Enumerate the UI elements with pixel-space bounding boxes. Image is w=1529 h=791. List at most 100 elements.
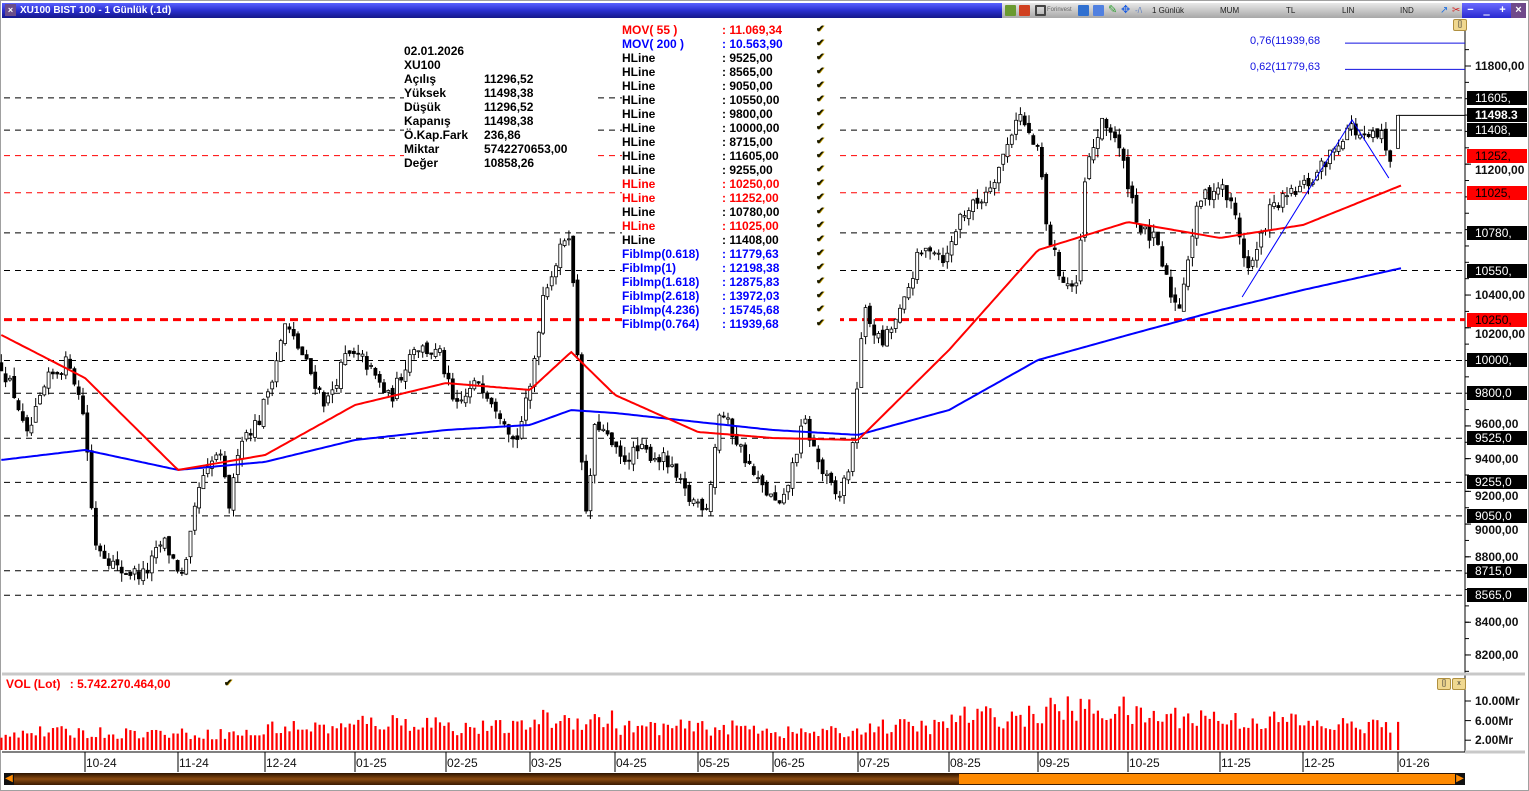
volume-bar — [628, 720, 631, 750]
indicator-visible-check-icon[interactable]: ✔ — [816, 122, 825, 133]
maximize-panel-button[interactable]: [] — [1453, 19, 1467, 31]
volume-bar — [357, 719, 360, 750]
window-icon[interactable] — [1035, 5, 1046, 16]
indicator-visible-check-icon[interactable]: ✔ — [816, 52, 825, 63]
indicator-row[interactable]: HLine: 10250,00 ✔ — [622, 177, 840, 191]
x-tick-label: 05-25 — [699, 756, 730, 770]
period-selector[interactable]: 1 Günlük — [1152, 6, 1185, 15]
volume-bar — [787, 726, 790, 750]
indicator-row[interactable]: HLine: 10780,00 ✔ — [622, 205, 840, 219]
indicator-visible-check-icon[interactable]: ✔ — [816, 262, 825, 273]
indicator-row[interactable]: MOV( 200 ): 10.563,90 ✔ — [622, 37, 840, 51]
volume-maximize-button[interactable]: [] — [1437, 678, 1451, 690]
volume-bar — [653, 722, 657, 750]
candle-down — [1177, 304, 1182, 309]
indicator-row[interactable]: HLine: 8565,00 ✔ — [622, 65, 840, 79]
currency-selector[interactable]: TL — [1286, 6, 1296, 15]
indicator-row[interactable]: FibImp(2.618): 13972,03 ✔ — [622, 289, 840, 303]
tools-icon[interactable]: ✂ — [1452, 5, 1461, 16]
grid-icon[interactable] — [1078, 5, 1089, 16]
compare-icon[interactable] — [1093, 5, 1104, 16]
brand-label: Forinvest — [1047, 7, 1072, 13]
move-icon[interactable]: ✥ — [1121, 4, 1131, 16]
indicator-row[interactable]: HLine: 9800,00 ✔ — [622, 107, 840, 121]
volume-bar — [1109, 718, 1112, 750]
indicator-visible-check-icon[interactable]: ✔ — [816, 318, 825, 329]
volume-close-button[interactable]: x — [1452, 678, 1466, 690]
indicator-visible-check-icon[interactable]: ✔ — [816, 108, 825, 119]
indicator-visible-check-icon[interactable]: ✔ — [816, 164, 825, 175]
volume-bar — [1015, 715, 1018, 750]
volume-bar — [1101, 718, 1104, 750]
volume-visible-check-icon[interactable]: ✔ — [224, 678, 233, 689]
indicator-visible-check-icon[interactable]: ✔ — [816, 94, 825, 105]
candle-down — [687, 484, 692, 502]
indicator-row[interactable]: HLine: 11605,00 ✔ — [622, 149, 840, 163]
restore-button[interactable]: ‗ — [1483, 4, 1490, 16]
indicator-row[interactable]: HLine: 11025,00 ✔ — [622, 219, 840, 233]
candle-down — [1035, 145, 1040, 147]
indicator-visible-check-icon[interactable]: ✔ — [816, 192, 825, 203]
indicator-row[interactable]: HLine: 9525,00 ✔ — [622, 51, 840, 65]
indicator-row[interactable]: FibImp(1): 12198,38 ✔ — [622, 261, 840, 275]
time-scrollbar[interactable]: ◀ ▶ — [4, 773, 1465, 785]
indicator-visible-check-icon[interactable]: ✔ — [816, 234, 825, 245]
close-chart-button[interactable]: × — [5, 4, 16, 16]
indicator-visible-check-icon[interactable]: ✔ — [816, 136, 825, 147]
close-window-button[interactable]: × — [1511, 3, 1526, 18]
volume-bar — [1135, 706, 1138, 750]
chart-type-selector[interactable]: MUM — [1220, 6, 1240, 15]
line-tool-icon[interactable]: -/\ — [1135, 6, 1143, 15]
pencil-icon[interactable]: ✎ — [1108, 4, 1118, 16]
candle-up — [713, 446, 717, 488]
candle-up — [536, 331, 541, 358]
scale-selector[interactable]: LIN — [1342, 6, 1355, 15]
indicator-row[interactable]: HLine: 9050,00 ✔ — [622, 79, 840, 93]
candle-up — [782, 493, 786, 504]
candle-up — [343, 353, 348, 366]
volume-bar — [1114, 713, 1117, 750]
indicator-visible-check-icon[interactable]: ✔ — [816, 220, 825, 231]
portfolio-icon[interactable] — [1019, 5, 1030, 16]
arrow-icon[interactable]: ↗ — [1440, 5, 1449, 16]
indicator-visible-check-icon[interactable]: ✔ — [816, 66, 825, 77]
scroll-left-icon[interactable]: ◀ — [4, 773, 14, 785]
candle-up — [1018, 114, 1023, 122]
indicator-visible-check-icon[interactable]: ✔ — [816, 150, 825, 161]
volume-bar — [39, 726, 42, 750]
indicator-row[interactable]: FibImp(4.236): 15745,68 ✔ — [622, 303, 840, 317]
volume-bar — [967, 722, 970, 750]
indicator-visible-check-icon[interactable]: ✔ — [816, 206, 825, 217]
indicator-row[interactable]: HLine: 10000,00 ✔ — [622, 121, 840, 135]
candle-down — [257, 420, 262, 425]
indicator-row[interactable]: HLine: 11408,00 ✔ — [622, 233, 840, 247]
scrollbar-thumb[interactable] — [959, 774, 1457, 784]
minimize-button[interactable]: − — [1467, 4, 1474, 16]
indicator-selector[interactable]: IND — [1400, 6, 1414, 15]
maximize-button[interactable]: + — [1499, 4, 1506, 16]
scroll-right-icon[interactable]: ▶ — [1455, 773, 1465, 785]
indicator-visible-check-icon[interactable]: ✔ — [816, 24, 825, 35]
indicator-row[interactable]: HLine: 9255,00 ✔ — [622, 163, 840, 177]
indicator-visible-check-icon[interactable]: ✔ — [816, 178, 825, 189]
indicator-visible-check-icon[interactable]: ✔ — [816, 290, 825, 301]
indicator-visible-check-icon[interactable]: ✔ — [816, 276, 825, 287]
indicator-row[interactable]: HLine: 8715,00 ✔ — [622, 135, 840, 149]
indicator-visible-check-icon[interactable]: ✔ — [816, 80, 825, 91]
indicator-row[interactable]: HLine: 10550,00 ✔ — [622, 93, 840, 107]
indicator-row[interactable]: HLine: 11252,00 ✔ — [622, 191, 840, 205]
indicator-visible-check-icon[interactable]: ✔ — [816, 38, 825, 49]
indicator-row[interactable]: FibImp(1.618): 12875,83 ✔ — [622, 275, 840, 289]
indicator-visible-check-icon[interactable]: ✔ — [816, 248, 825, 259]
candle-down — [571, 235, 576, 284]
indicator-visible-check-icon[interactable]: ✔ — [816, 304, 825, 315]
chart-settings-icon[interactable] — [1005, 5, 1016, 16]
candle-down — [1306, 177, 1311, 187]
candle-down — [1366, 133, 1371, 137]
indicator-row[interactable]: MOV( 55 ): 11.069,34 ✔ — [622, 23, 840, 37]
hline-price-label: 9050,0 — [1467, 508, 1527, 523]
indicator-row[interactable]: FibImp(0.764): 11939,68 ✔ — [622, 317, 840, 331]
candle-down — [296, 333, 300, 349]
indicator-row[interactable]: FibImp(0.618): 11779,63 ✔ — [622, 247, 840, 261]
